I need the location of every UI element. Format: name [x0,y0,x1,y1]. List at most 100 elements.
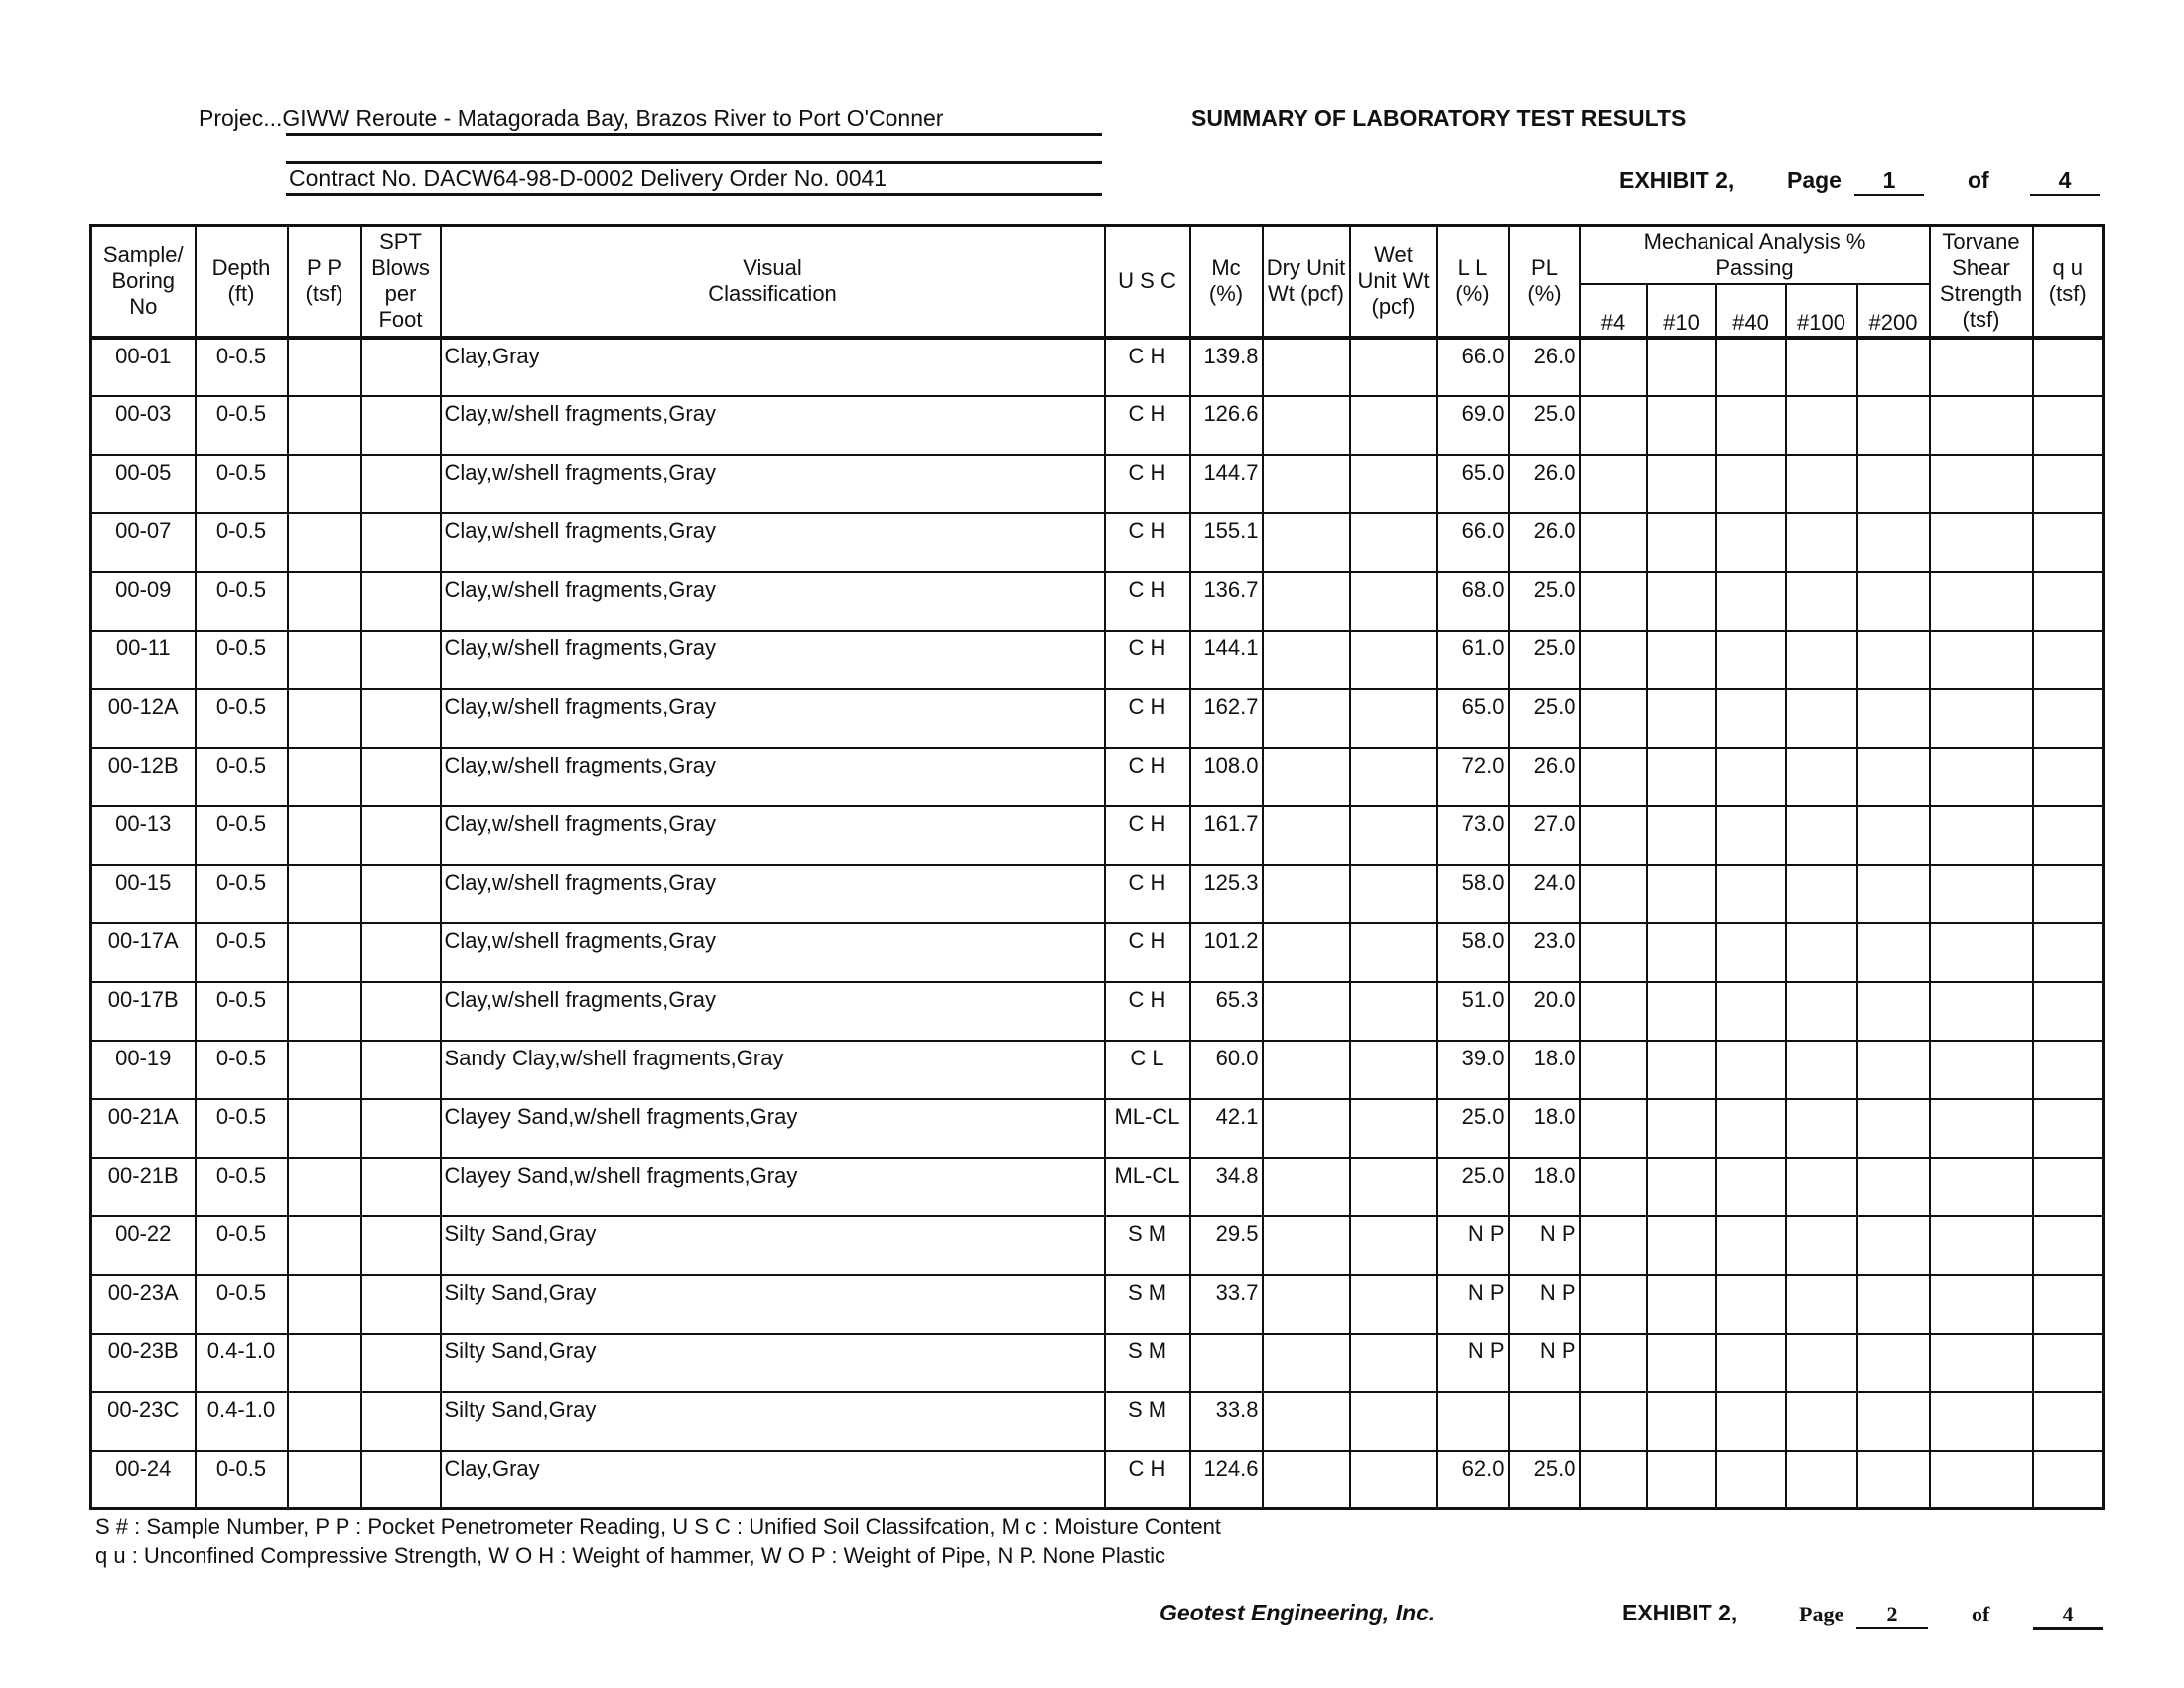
cell-sieve-40 [1714,1039,1787,1100]
cell-dry-unit-wt [1261,1449,1351,1510]
cell-visual: Clay,w/shell fragments,Gray [439,921,1106,983]
cell-visual: Clay,Gray [439,336,1106,397]
cell-torvane [1928,511,2034,573]
cell-pp [286,1332,362,1393]
table-row: 00-17B 0-0.5 Clay,w/shell fragments,Gray C … [89,980,2105,1042]
cell-wet-unit-wt [1348,1097,1438,1159]
cell-depth: 0-0.5 [194,1214,289,1276]
table-and-footer: Sample/ Boring No Depth (ft) P P (tsf) S… [89,224,2105,1633]
cell-ll: N P [1435,1214,1510,1276]
cell-spt [359,394,442,456]
cell-pl [1507,1390,1581,1452]
cell-sieve-200 [1855,921,1931,983]
cell-pp [286,1214,362,1276]
cell-qu [2031,511,2105,573]
cell-sieve-100 [1784,1273,1858,1335]
cell-qu [2031,1332,2105,1393]
cell-visual: Silty Sand,Gray [439,1214,1106,1276]
cell-sieve-40 [1714,1214,1787,1276]
cell-ll: 58.0 [1435,863,1510,924]
col-mechanical-analysis: Mechanical Analysis % Passing [1578,224,1931,285]
cell-torvane [1928,1273,2034,1335]
cell-visual: Clayey Sand,w/shell fragments,Gray [439,1156,1106,1217]
cell-sieve-100 [1784,1449,1858,1510]
cell-pl: 26.0 [1507,453,1581,514]
cell-usc: C H [1103,863,1191,924]
cell-wet-unit-wt [1348,1039,1438,1100]
cell-usc: C H [1103,804,1191,866]
table-row: 00-19 0-0.5 Sandy Clay,w/shell fragments,G… [89,1039,2105,1100]
cell-visual: Clay,w/shell fragments,Gray [439,980,1106,1042]
cell-sieve-40 [1714,746,1787,807]
table-row: 00-11 0-0.5 Clay,w/shell fragments,Gray C H… [89,629,2105,690]
cell-dry-unit-wt [1261,453,1351,514]
cell-spt [359,921,442,983]
cell-sieve-40 [1714,980,1787,1042]
cell-spt [359,570,442,632]
cell-ll: 73.0 [1435,804,1510,866]
cell-mc: 124.6 [1188,1449,1264,1510]
cell-sieve-40 [1714,804,1787,866]
cell-pl: 25.0 [1507,394,1581,456]
cell-torvane [1928,453,2034,514]
cell-sieve-200 [1855,1273,1931,1335]
cell-dry-unit-wt [1261,1156,1351,1217]
footer-page-label: Page [1799,1602,1844,1626]
cell-wet-unit-wt [1348,921,1438,983]
cell-sieve-100 [1784,804,1858,866]
col-pp: P P (tsf) [286,224,362,339]
cell-depth: 0-0.5 [194,570,289,632]
cell-ll: 66.0 [1435,336,1510,397]
cell-sample: 00-05 [89,453,197,514]
cell-sieve-200 [1855,1097,1931,1159]
cell-mc: 155.1 [1188,511,1264,573]
cell-pl: 18.0 [1507,1097,1581,1159]
cell-wet-unit-wt [1348,629,1438,690]
cell-sieve-10 [1645,394,1717,456]
cell-sieve-10 [1645,1039,1717,1100]
cell-torvane [1928,336,2034,397]
cell-sieve-4 [1578,921,1648,983]
cell-mc: 126.6 [1188,394,1264,456]
cell-sieve-4 [1578,1156,1648,1217]
cell-pl: 25.0 [1507,687,1581,749]
cell-qu [2031,453,2105,514]
cell-sieve-40 [1714,1273,1787,1335]
contract-info: Contract No. DACW64-98-D-0002 Delivery O… [289,165,887,191]
cell-wet-unit-wt [1348,1156,1438,1217]
cell-sieve-200 [1855,1390,1931,1452]
page-number: 1 [1854,167,1924,196]
cell-mc: 33.8 [1188,1390,1264,1452]
cell-mc: 136.7 [1188,570,1264,632]
cell-sieve-10 [1645,1156,1717,1217]
cell-visual: Clay,w/shell fragments,Gray [439,746,1106,807]
cell-sample: 00-13 [89,804,197,866]
cell-ll [1435,1390,1510,1452]
cell-visual: Clay,w/shell fragments,Gray [439,570,1106,632]
cell-sieve-100 [1784,687,1858,749]
cell-torvane [1928,1097,2034,1159]
contract-underline [286,193,1102,196]
cell-ll: 65.0 [1435,687,1510,749]
cell-torvane [1928,629,2034,690]
cell-wet-unit-wt [1348,394,1438,456]
cell-sieve-40 [1714,511,1787,573]
cell-depth: 0-0.5 [194,1039,289,1100]
cell-pl: N P [1507,1332,1581,1393]
cell-wet-unit-wt [1348,570,1438,632]
cell-depth: 0-0.5 [194,804,289,866]
cell-torvane [1928,570,2034,632]
cell-pp [286,863,362,924]
legend: S # : Sample Number, P P : Pocket Penetr… [89,1512,2102,1570]
cell-sieve-4 [1578,980,1648,1042]
cell-sieve-4 [1578,804,1648,866]
cell-pl: N P [1507,1273,1581,1335]
cell-usc: C L [1103,1039,1191,1100]
cell-qu [2031,980,2105,1042]
cell-wet-unit-wt [1348,1390,1438,1452]
cell-ll: 58.0 [1435,921,1510,983]
cell-pp [286,1273,362,1335]
cell-wet-unit-wt [1348,1273,1438,1335]
col-sample: Sample/ Boring No [89,224,197,339]
cell-mc: 34.8 [1188,1156,1264,1217]
